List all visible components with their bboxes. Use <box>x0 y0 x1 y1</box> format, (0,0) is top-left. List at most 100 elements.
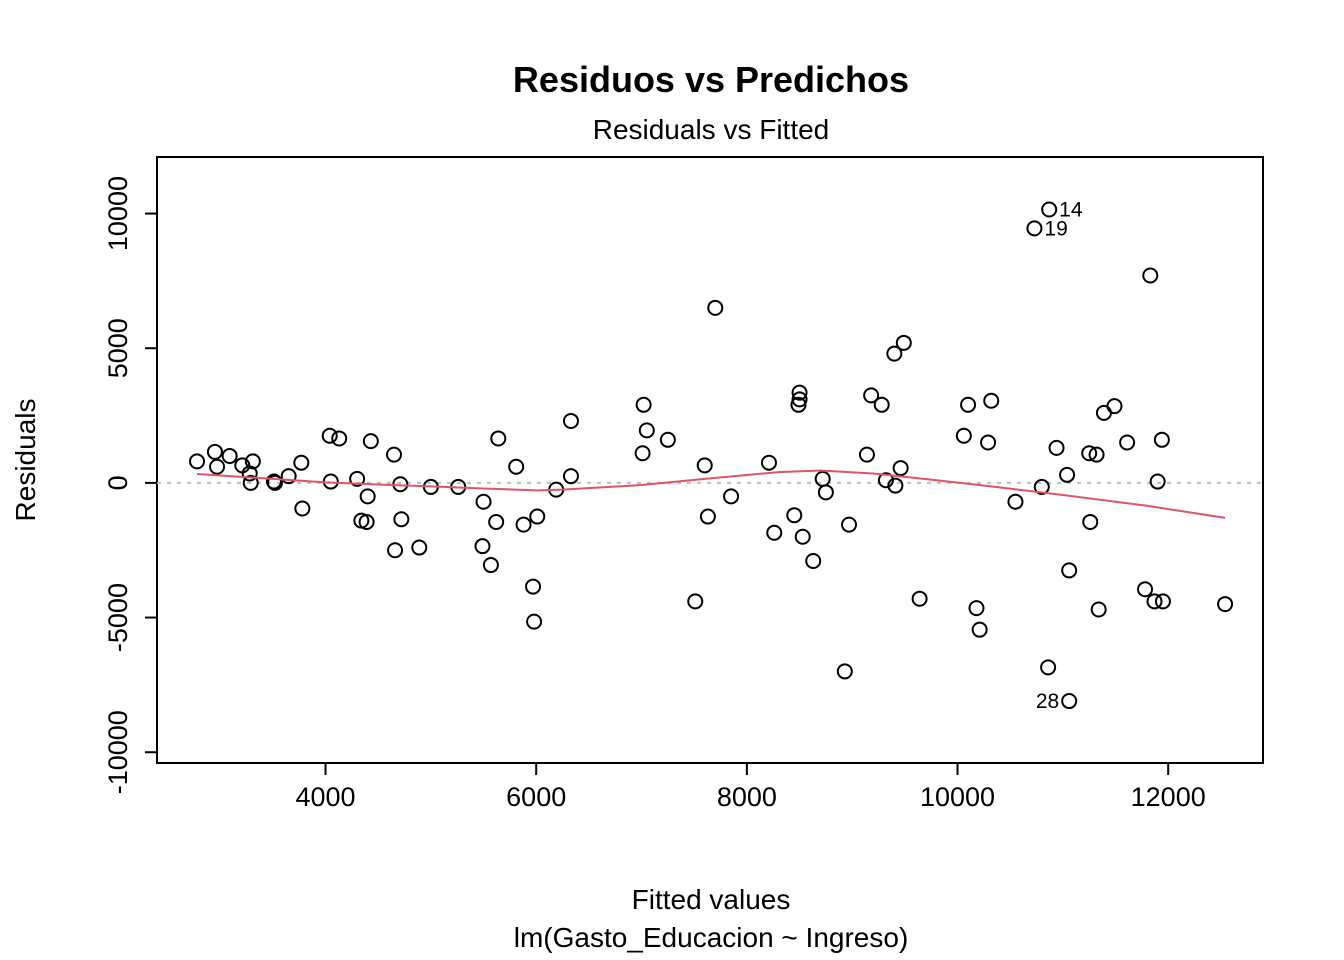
data-point <box>242 474 259 491</box>
data-point <box>841 516 858 533</box>
data-point <box>696 457 713 474</box>
data-point <box>189 453 206 470</box>
data-point <box>1106 398 1123 415</box>
x-axis-model-label: lm(Gasto_Educacion ~ Ingreso) <box>514 922 909 953</box>
data-point <box>526 613 543 630</box>
data-point <box>863 387 880 404</box>
data-point <box>659 431 676 448</box>
data-point <box>723 488 740 505</box>
data-point <box>349 470 366 487</box>
data-point <box>790 396 807 413</box>
data-point <box>895 334 912 351</box>
data-point <box>638 422 655 439</box>
data-point <box>786 507 803 524</box>
data-point <box>508 458 525 475</box>
data-point <box>873 396 890 413</box>
y-tick-label: 0 <box>103 475 133 490</box>
data-point <box>488 513 505 530</box>
data-point <box>1041 201 1058 218</box>
data-point <box>1217 596 1234 613</box>
data-point <box>836 663 853 680</box>
data-point <box>960 396 977 413</box>
data-point <box>791 391 808 408</box>
data-point <box>482 557 499 574</box>
data-point <box>805 553 822 569</box>
data-point <box>980 434 997 451</box>
data-point <box>1040 659 1057 676</box>
data-point <box>362 433 379 450</box>
chart-subtitle: Residuals vs Fitted <box>593 114 830 145</box>
data-point <box>1149 473 1166 490</box>
data-point <box>1081 445 1098 462</box>
data-point <box>209 458 226 475</box>
data-point <box>475 493 492 510</box>
y-tick-label: -10000 <box>103 710 133 794</box>
data-point <box>817 484 834 501</box>
data-point <box>386 446 402 463</box>
data-point <box>911 590 928 607</box>
data-point <box>1137 581 1154 598</box>
smooth-trend-line <box>196 469 1226 519</box>
data-point <box>206 443 223 460</box>
x-tick-label: 12000 <box>1131 782 1206 812</box>
data-point <box>760 454 777 471</box>
data-point <box>968 600 985 617</box>
data-point <box>529 508 546 525</box>
data-points <box>189 201 1234 710</box>
data-point <box>1033 478 1050 495</box>
data-point <box>707 299 724 316</box>
data-point <box>321 427 338 444</box>
data-point <box>1061 562 1078 579</box>
data-point <box>1142 267 1159 284</box>
outlier-label: 19 <box>1044 217 1067 240</box>
data-point <box>294 500 311 517</box>
data-point <box>393 511 410 528</box>
plot-frame <box>156 156 1264 764</box>
data-point <box>1059 466 1076 483</box>
y-tick-label: 5000 <box>103 318 133 378</box>
data-point <box>877 472 894 489</box>
data-point <box>635 396 652 413</box>
data-point <box>411 539 428 556</box>
x-axis-label: Fitted values <box>632 884 791 915</box>
data-point <box>971 621 988 638</box>
data-point <box>387 542 404 559</box>
data-point <box>293 454 310 471</box>
data-point <box>634 445 651 462</box>
data-point <box>474 538 491 555</box>
data-point <box>766 524 783 541</box>
outlier-label: 28 <box>1036 690 1059 713</box>
data-point <box>331 430 348 447</box>
data-point <box>562 468 579 485</box>
y-tick-label: 10000 <box>103 176 133 251</box>
data-point <box>525 578 542 595</box>
data-point <box>1090 601 1107 618</box>
data-point <box>1154 593 1171 610</box>
data-point <box>983 392 1000 409</box>
data-point <box>1095 404 1112 421</box>
data-point <box>1119 434 1136 451</box>
data-point <box>490 430 507 447</box>
data-point <box>794 528 811 545</box>
data-point <box>358 513 375 530</box>
outlier-label: 14 <box>1059 199 1083 222</box>
data-point <box>1082 513 1099 530</box>
x-axis: 4000 6000 8000 10000 12000 <box>295 763 1206 812</box>
data-point <box>1153 431 1170 448</box>
data-point <box>886 345 903 362</box>
data-point <box>1048 439 1065 456</box>
data-point <box>1026 220 1043 237</box>
data-point <box>814 470 831 487</box>
chart-title: Residuos vs Predichos <box>513 59 909 100</box>
data-point <box>858 446 875 463</box>
x-tick-label: 10000 <box>920 782 995 812</box>
y-axis: -10000 -5000 0 5000 10000 <box>103 176 157 794</box>
data-point <box>562 412 579 429</box>
data-point <box>887 477 904 494</box>
data-point <box>1007 493 1024 510</box>
data-point <box>1061 693 1078 710</box>
y-axis-label: Residuals <box>10 399 41 522</box>
data-point <box>266 474 283 491</box>
data-point <box>687 593 704 610</box>
